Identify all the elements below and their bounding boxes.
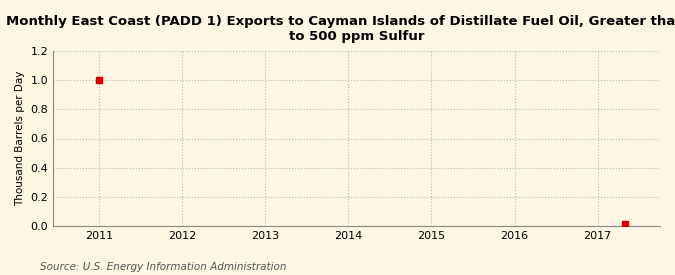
Title: Monthly East Coast (PADD 1) Exports to Cayman Islands of Distillate Fuel Oil, Gr: Monthly East Coast (PADD 1) Exports to C… <box>6 15 675 43</box>
Text: Source: U.S. Energy Information Administration: Source: U.S. Energy Information Administ… <box>40 262 287 272</box>
Y-axis label: Thousand Barrels per Day: Thousand Barrels per Day <box>15 71 25 206</box>
